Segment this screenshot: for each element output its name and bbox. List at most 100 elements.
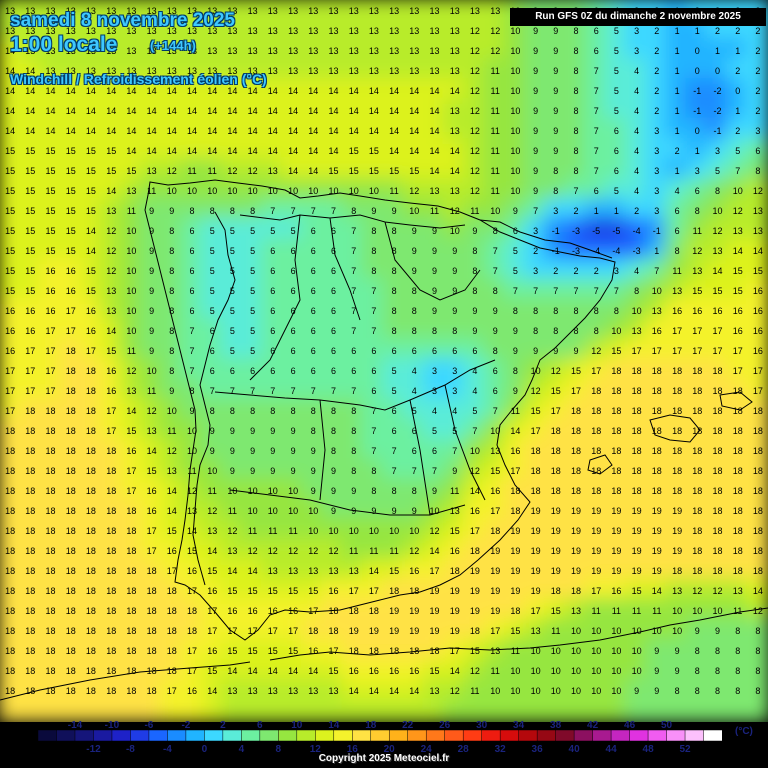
temperature-field [0, 0, 768, 722]
grid-value: 7 [553, 286, 558, 296]
grid-value: 19 [632, 566, 642, 576]
grid-value: 18 [147, 666, 157, 676]
grid-value: 9 [311, 446, 316, 456]
grid-value: 6 [594, 26, 599, 36]
grid-value: 1 [675, 126, 680, 136]
grid-value: 7 [432, 466, 437, 476]
grid-value: 9 [553, 86, 558, 96]
legend-cell [629, 729, 649, 741]
grid-value: 8 [715, 666, 720, 676]
grid-value: 14 [25, 126, 35, 136]
grid-value: 5 [230, 306, 235, 316]
grid-value: 2 [654, 106, 659, 116]
grid-value: 19 [490, 546, 500, 556]
grid-value: 18 [167, 646, 177, 656]
grid-value: 10 [510, 126, 520, 136]
grid-value: 8 [675, 686, 680, 696]
grid-value: 18 [86, 666, 96, 676]
grid-value: 7 [291, 386, 296, 396]
grid-value: 18 [126, 626, 136, 636]
grid-value: 18 [106, 626, 116, 636]
grid-value: 8 [493, 286, 498, 296]
grid-value: 19 [490, 606, 500, 616]
grid-value: 14 [45, 126, 55, 136]
grid-value: 18 [712, 386, 722, 396]
grid-value: 12 [490, 46, 500, 56]
grid-value: 18 [167, 626, 177, 636]
legend-cell [278, 729, 298, 741]
grid-value: 14 [86, 86, 96, 96]
grid-value: 18 [611, 426, 621, 436]
grid-value: 3 [634, 26, 639, 36]
grid-value: 13 [106, 306, 116, 316]
legend-label: 22 [402, 720, 414, 731]
grid-value: 6 [371, 346, 376, 356]
grid-value: 9 [533, 106, 538, 116]
field-cell [58, 0, 83, 22]
grid-value: 4 [634, 86, 639, 96]
grid-value: 15 [5, 186, 15, 196]
grid-value: 10 [571, 626, 581, 636]
grid-value: 17 [672, 346, 682, 356]
grid-value: 15 [632, 586, 642, 596]
grid-value: 14 [248, 666, 258, 676]
grid-value: 19 [429, 586, 439, 596]
grid-value: 9 [432, 286, 437, 296]
grid-value: 0 [715, 66, 720, 76]
grid-value: 18 [86, 566, 96, 576]
grid-value: 17 [753, 366, 763, 376]
legend-label: 14 [328, 720, 340, 731]
grid-value: 16 [490, 486, 500, 496]
grid-value: 8 [412, 326, 417, 336]
legend-cell [333, 729, 354, 741]
grid-value: 9 [432, 246, 437, 256]
grid-value: 16 [66, 266, 76, 276]
run-banner: Run GFS 0Z du dimanche 2 novembre 2025 [510, 8, 766, 26]
grid-value: 14 [308, 666, 318, 676]
grid-value: 17 [207, 606, 217, 616]
grid-value: 12 [450, 686, 460, 696]
grid-value: 2 [735, 66, 740, 76]
grid-value: 2 [594, 266, 599, 276]
grid-value: 2 [654, 66, 659, 76]
field-cell [321, 0, 346, 22]
legend-label: 46 [624, 720, 636, 731]
field-cell [442, 0, 467, 22]
field-cell [38, 0, 63, 22]
grid-value: 17 [531, 426, 541, 436]
grid-value: 12 [591, 346, 601, 356]
grid-value: 5 [735, 146, 740, 156]
grid-value: 19 [450, 586, 460, 596]
grid-value: 15 [5, 206, 15, 216]
grid-value: 4 [634, 186, 639, 196]
grid-value: 13 [369, 46, 379, 56]
grid-value: 10 [611, 646, 621, 656]
legend-cell [536, 729, 557, 741]
grid-value: 17 [490, 506, 500, 516]
grid-value: 6 [392, 426, 397, 436]
legend-cell [204, 729, 224, 741]
grid-value: 2 [573, 206, 578, 216]
grid-value: 1 [715, 46, 720, 56]
grid-value: 18 [45, 426, 55, 436]
grid-value: 8 [735, 666, 740, 676]
grid-value: 18 [126, 506, 136, 516]
grid-value: 1 [675, 106, 680, 116]
grid-value: 9 [270, 446, 275, 456]
grid-value: 15 [227, 586, 237, 596]
grid-value: 3 [452, 366, 457, 376]
grid-value: 19 [349, 626, 359, 636]
grid-value: 5 [715, 166, 720, 176]
field-cell [745, 198, 768, 222]
grid-value: 8 [513, 366, 518, 376]
grid-value: 15 [207, 566, 217, 576]
grid-value: 11 [491, 106, 500, 116]
grid-value: 19 [571, 506, 581, 516]
grid-value: 12 [268, 546, 278, 556]
grid-value: 9 [553, 346, 558, 356]
grid-value: 12 [470, 106, 480, 116]
grid-value: 14 [369, 566, 379, 576]
grid-value: 19 [409, 626, 419, 636]
grid-value: 19 [672, 526, 682, 536]
grid-value: 18 [733, 546, 743, 556]
